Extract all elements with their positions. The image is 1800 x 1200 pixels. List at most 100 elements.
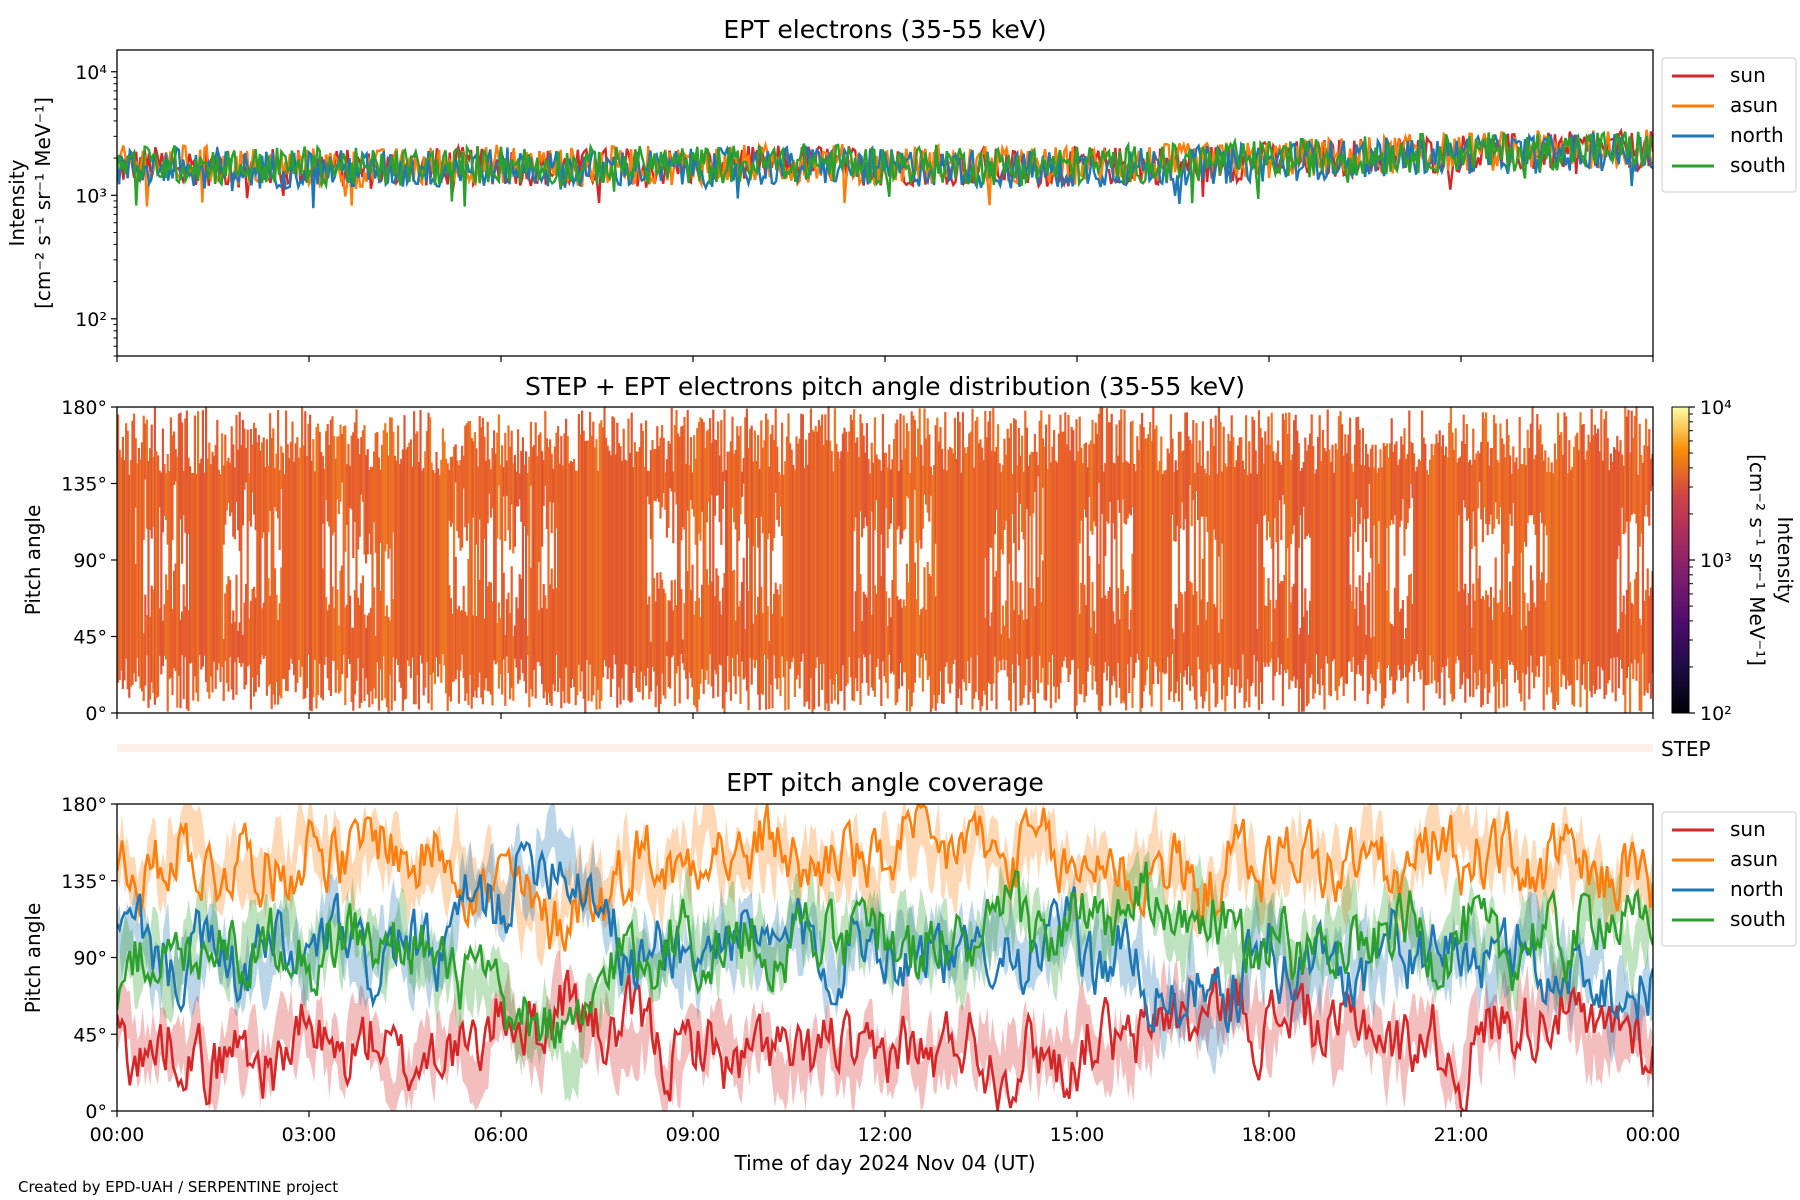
heatmap-cell — [1569, 469, 1572, 685]
heatmap-cell — [238, 622, 241, 663]
heatmap-cell — [1645, 590, 1648, 692]
heatmap-cell — [657, 588, 660, 713]
heatmap-cell — [1123, 594, 1126, 704]
legend-label-asun: asun — [1730, 93, 1778, 117]
heatmap-cell — [1637, 474, 1640, 664]
heatmap-cell — [414, 433, 417, 705]
heatmap-cell — [928, 573, 931, 677]
heatmap-cell — [1181, 451, 1184, 503]
heatmap-cell — [635, 451, 638, 689]
heatmap-cell — [590, 435, 593, 702]
heatmap-cell — [1369, 637, 1372, 675]
heatmap-cell — [390, 417, 393, 711]
colorbar-label-line1: Intensity — [1773, 516, 1797, 603]
heatmap-cell — [725, 470, 728, 693]
heatmap-cell — [571, 462, 574, 679]
heatmap-cell — [1211, 427, 1214, 670]
heatmap-cell — [688, 465, 691, 673]
heatmap-cell — [1408, 410, 1411, 509]
heatmap-cell — [1520, 629, 1523, 702]
heatmap-cell — [472, 441, 475, 518]
heatmap-cell — [1397, 465, 1400, 666]
heatmap-cell — [1032, 588, 1035, 699]
heatmap-cell — [248, 618, 251, 666]
heatmap-cell — [1477, 578, 1480, 686]
heatmap-cell — [1014, 419, 1017, 712]
heatmap-cell — [216, 419, 219, 671]
heatmap-cell — [563, 433, 566, 704]
heatmap-cell — [1003, 438, 1006, 530]
heatmap-cell — [267, 578, 270, 687]
heatmap-cell — [669, 443, 672, 489]
heatmap-cell — [1497, 602, 1500, 709]
heatmap-cell — [573, 458, 576, 687]
heatmap-cell — [1336, 449, 1339, 701]
heatmap-cell — [1547, 457, 1550, 688]
heatmap-cell — [537, 434, 540, 563]
heatmap-cell — [669, 600, 672, 689]
heatmap-cell — [493, 430, 496, 661]
heatmap-cell — [589, 412, 592, 665]
heatmap-cell — [1633, 415, 1636, 514]
heatmap-cell — [1469, 459, 1472, 697]
heatmap-cell — [1333, 472, 1336, 659]
heatmap-cell — [680, 589, 683, 655]
heatmap-cell — [1166, 448, 1169, 657]
heatmap-cell — [1245, 415, 1248, 702]
series-line-south — [117, 861, 1653, 1049]
heatmap-cell — [517, 429, 520, 507]
heatmap-cell — [1398, 459, 1401, 528]
heatmap-cell — [717, 575, 720, 697]
heatmap-cell — [560, 436, 563, 709]
heatmap-cell — [1494, 557, 1497, 713]
legend-box — [1661, 57, 1797, 193]
heatmap-cell — [728, 451, 731, 683]
heatmap-cell — [1117, 455, 1120, 500]
heatmap-cell — [1085, 605, 1088, 697]
heatmap-cell — [558, 463, 561, 679]
heatmap-cell — [1136, 436, 1139, 654]
heatmap-cell — [1483, 418, 1486, 508]
heatmap-cell — [648, 596, 651, 700]
heatmap-cell — [1549, 472, 1552, 666]
heatmap-cell — [1491, 448, 1494, 534]
heatmap-cell — [1499, 423, 1502, 508]
heatmap-cell — [232, 444, 235, 537]
heatmap-cell — [1513, 462, 1516, 683]
heatmap-cell — [745, 408, 748, 691]
heatmap-cell — [1134, 471, 1137, 663]
heatmap-cell — [942, 469, 945, 705]
heatmap-cell — [1118, 420, 1121, 513]
heatmap-cell — [1646, 568, 1649, 694]
heatmap-cell — [561, 465, 564, 692]
heatmap-cell — [153, 407, 156, 705]
panel4-x-axis: 00:00 03:00 06:00 09:00 12:00 15:00 18:00 21:00… — [90, 1111, 1680, 1146]
heatmap-cell — [941, 448, 944, 704]
heatmap-cell — [337, 436, 340, 514]
heatmap-cell — [344, 607, 347, 706]
heatmap-cell — [625, 461, 628, 665]
heatmap-cell — [1411, 443, 1414, 499]
heatmap-cell — [1440, 446, 1443, 673]
heatmap-cell — [1125, 591, 1128, 711]
heatmap-cell — [697, 597, 700, 700]
heatmap-cell — [707, 584, 710, 685]
heatmap-cell — [673, 579, 676, 706]
heatmap-cell — [1488, 465, 1491, 525]
heatmap-cell — [499, 617, 502, 675]
heatmap-cell — [448, 469, 451, 521]
heatmap-cell — [696, 428, 699, 712]
heatmap-cell — [488, 459, 491, 494]
heatmap-cell — [1632, 437, 1635, 514]
heatmap-cell — [1363, 604, 1366, 660]
heatmap-cell — [446, 463, 449, 711]
heatmap-cell — [1203, 468, 1206, 702]
heatmap-cell — [1248, 441, 1251, 708]
heatmap-cell — [1000, 634, 1003, 671]
heatmap-cell — [565, 418, 568, 668]
heatmap-cell — [849, 414, 852, 678]
heatmap-cell — [376, 432, 379, 663]
heatmap-cell — [1097, 414, 1100, 483]
heatmap-cell — [827, 407, 830, 712]
heatmap-cell — [379, 469, 382, 543]
